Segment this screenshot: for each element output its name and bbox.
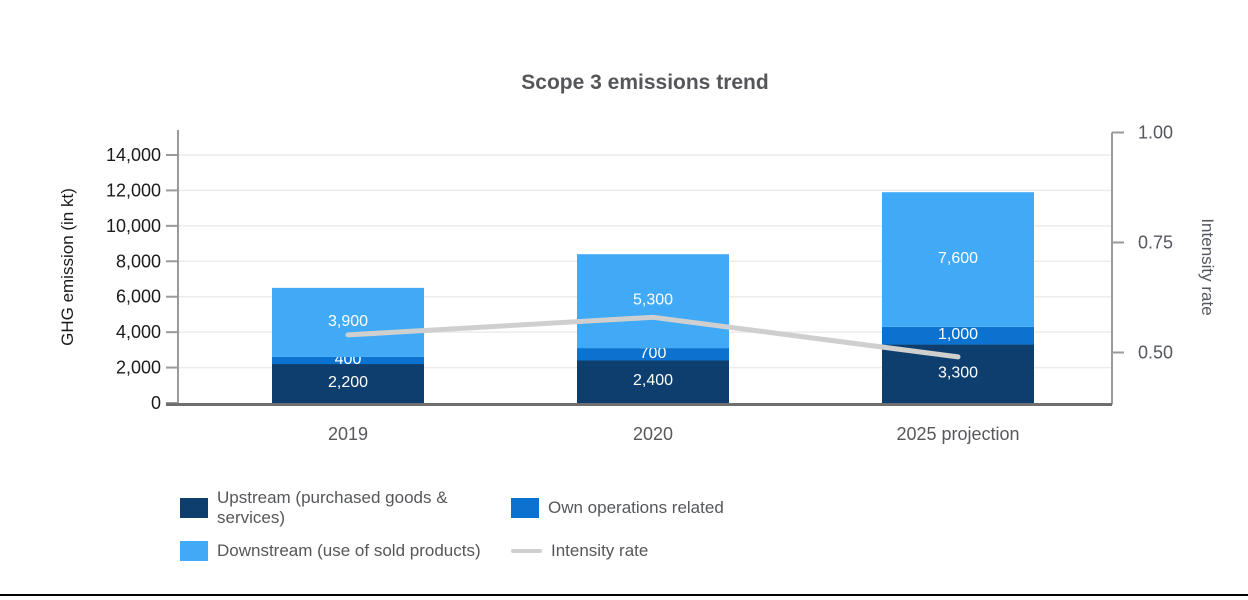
bar-value-label: 3,900 <box>328 313 368 330</box>
legend-label: Intensity rate <box>551 541 649 560</box>
bar-segment <box>272 356 424 365</box>
legend-label: Upstream (purchased goods & services) <box>217 488 448 527</box>
right-tick-label: 1.00 <box>1138 123 1173 143</box>
right-tick-label: 0.50 <box>1138 343 1173 363</box>
bar-segment <box>577 360 729 403</box>
legend-square-swatch <box>180 541 208 561</box>
bar-value-label: 7,600 <box>938 250 978 267</box>
left-tick-label: 6,000 <box>116 287 161 307</box>
bar-segment <box>882 192 1034 327</box>
left-tick-label: 12,000 <box>106 180 161 200</box>
bar-segment <box>272 287 424 357</box>
chart-title: Scope 3 emissions trend <box>521 71 769 94</box>
legend-line-icon <box>511 549 542 553</box>
plot-area: 0 2,000 4,000 6,000 8,000 10,000 12,000 14,000 0… <box>106 123 1173 445</box>
bar-segment <box>882 344 1034 403</box>
legend-item: Upstream (purchased goods & services) <box>180 488 511 528</box>
x-tick-label: 2020 <box>633 424 673 444</box>
x-tick-label: 2019 <box>328 424 368 444</box>
legend-item: Intensity rate <box>511 541 724 561</box>
left-tick-label: 10,000 <box>106 216 161 236</box>
bar-value-label: 2,400 <box>633 372 673 389</box>
right-tick-label: 0.75 <box>1138 233 1173 253</box>
bar-value-label: 2,200 <box>328 374 368 391</box>
bar-value-label: 1,000 <box>938 326 978 343</box>
left-tick-label: 8,000 <box>116 251 161 271</box>
bar-value-label: 700 <box>640 345 667 362</box>
bar-segment <box>577 254 729 349</box>
legend-square-swatch <box>180 498 208 518</box>
intensity-rate-line <box>345 314 961 360</box>
left-tick-label: 0 <box>151 393 161 413</box>
bar-segment <box>577 348 729 361</box>
bar-segment <box>272 364 424 403</box>
x-tick-label: 2025 projection <box>896 424 1019 444</box>
left-tick-label: 14,000 <box>106 145 161 165</box>
bar-value-label: 3,300 <box>938 364 978 381</box>
bar-segment <box>882 326 1034 345</box>
bottom-border-rule <box>0 594 1248 596</box>
legend-square-swatch <box>511 498 539 518</box>
legend-label: Own operations related <box>548 498 724 517</box>
legend-item: Downstream (use of sold products) <box>180 541 511 561</box>
legend-label: Downstream (use of sold products) <box>217 541 481 560</box>
left-tick-label: 2,000 <box>116 358 161 378</box>
left-tick-label: 4,000 <box>116 322 161 342</box>
chart-legend: Upstream (purchased goods & services) Own… <box>180 488 724 561</box>
bar-value-label: 5,300 <box>633 292 673 309</box>
legend-item: Own operations related <box>511 488 724 528</box>
